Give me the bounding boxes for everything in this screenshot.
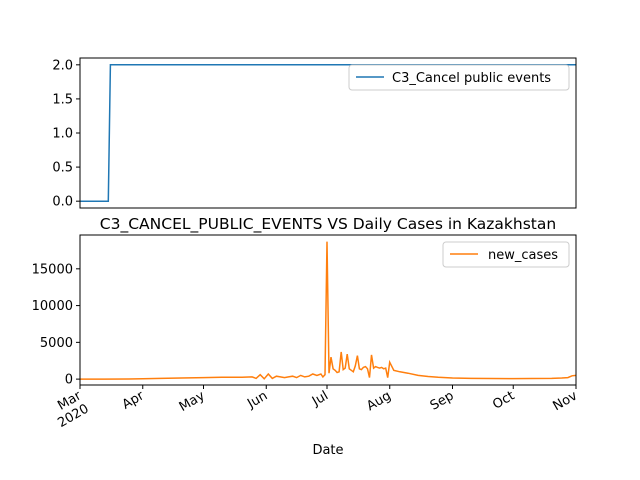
y-tick-label-0-1: 0.5 xyxy=(52,161,73,176)
c3-cancel-public-events-line xyxy=(80,64,576,202)
top-subplot-frame xyxy=(79,57,577,209)
x-tick-label-line: Jul xyxy=(309,388,331,409)
y-tick-label-1-1: 5000 xyxy=(40,336,73,351)
bottom-legend-box xyxy=(442,241,570,268)
chart-title: C3_CANCEL_PUBLIC_EVENTS VS Daily Cases i… xyxy=(100,215,556,234)
bottom-subplot: C3_CANCEL_PUBLIC_EVENTS VS Daily Cases i… xyxy=(32,215,581,458)
top-subplot-legend: C3_Cancel public events xyxy=(348,64,570,91)
y-tick-label-1-2: 10000 xyxy=(32,299,73,314)
y-tick-label-0-2: 1.0 xyxy=(52,127,73,142)
y-tick-label-0-0: 0.0 xyxy=(52,195,73,210)
new-cases-line xyxy=(80,241,577,380)
y-tick-label-1-3: 15000 xyxy=(32,262,73,277)
top-legend-label: C3_Cancel public events xyxy=(392,71,551,86)
bottom-subplot-frame xyxy=(79,234,577,386)
bottom-subplot-y-ticks: 0 5000 10000 15000 xyxy=(32,262,80,388)
y-tick-label-0-3: 1.5 xyxy=(52,92,73,107)
x-tick-label-jul: Jul xyxy=(309,388,331,409)
x-axis-label: Date xyxy=(312,443,343,458)
top-subplot: 0.0 0.5 1.0 1.5 2.0 C3_Cancel public events xyxy=(52,57,577,210)
bottom-subplot-legend: new_cases xyxy=(442,241,570,268)
y-tick-label-1-0: 0 xyxy=(65,373,73,388)
y-tick-label-0-4: 2.0 xyxy=(52,58,73,73)
top-subplot-y-ticks: 0.0 0.5 1.0 1.5 2.0 xyxy=(52,58,80,210)
top-legend-box xyxy=(348,64,570,91)
bottom-legend-label: new_cases xyxy=(488,248,558,263)
